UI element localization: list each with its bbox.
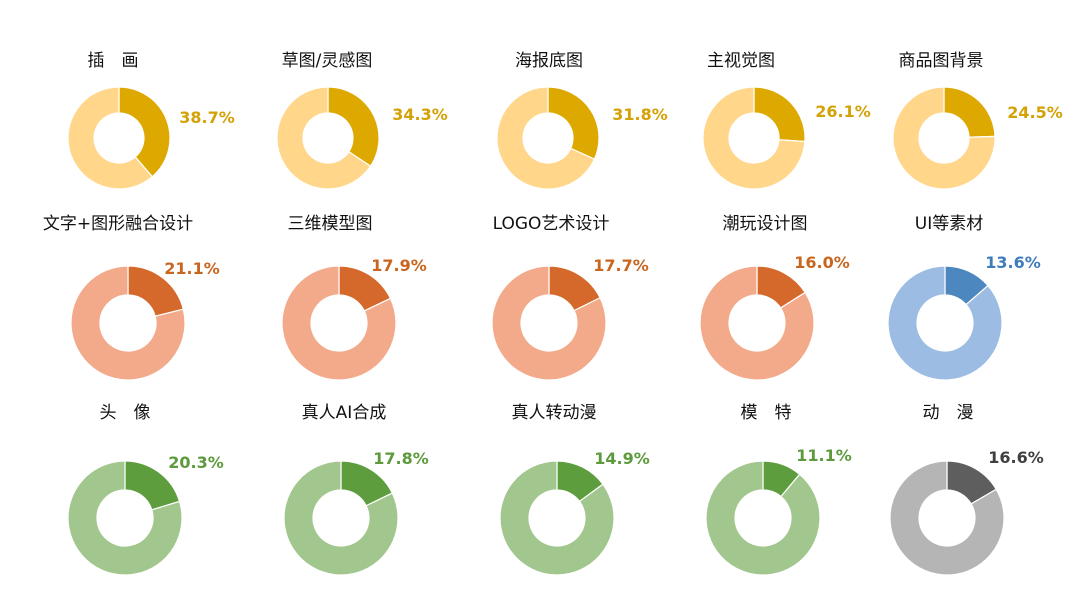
chart-title: 真人AI合成 bbox=[302, 403, 387, 423]
data-label: 20.3% bbox=[168, 453, 224, 472]
donut-slice-rest bbox=[887, 265, 1003, 381]
donut-chart: 模 特 11.1% bbox=[705, 403, 852, 576]
donut-slice-rest bbox=[889, 460, 1005, 576]
donut-chart: 商品图背景 24.5% bbox=[892, 51, 1063, 190]
donut-chart: LOGO艺术设计 17.7% bbox=[491, 214, 649, 381]
chart-title: 草图/灵感图 bbox=[282, 51, 373, 71]
donut-chart: 插 画 38.7% bbox=[67, 51, 235, 190]
data-label: 11.1% bbox=[796, 446, 852, 465]
donut-slice-rest bbox=[705, 460, 821, 576]
data-label: 17.9% bbox=[371, 256, 427, 275]
donut-slice-rest bbox=[70, 265, 186, 381]
chart-title: 三维模型图 bbox=[288, 214, 373, 234]
donut-chart: 文字+图形融合设计 21.1% bbox=[43, 214, 220, 381]
data-label: 31.8% bbox=[612, 105, 668, 124]
data-label: 24.5% bbox=[1007, 103, 1063, 122]
donut-slice-rest bbox=[67, 460, 183, 576]
donut-slice-rest bbox=[892, 86, 996, 190]
chart-title: 文字+图形融合设计 bbox=[43, 214, 193, 234]
donut-chart: 真人转动漫 14.9% bbox=[499, 403, 650, 576]
data-label: 13.6% bbox=[985, 253, 1041, 272]
chart-title: UI等素材 bbox=[915, 214, 983, 234]
donut-slice-highlight bbox=[327, 86, 380, 167]
data-label: 17.7% bbox=[593, 256, 649, 275]
donut-slice-highlight bbox=[118, 86, 171, 178]
data-label: 16.0% bbox=[794, 253, 850, 272]
chart-title: 头 像 bbox=[100, 403, 151, 423]
chart-title: 真人转动漫 bbox=[512, 403, 597, 423]
data-label: 17.8% bbox=[373, 449, 429, 468]
data-label: 38.7% bbox=[179, 108, 235, 127]
chart-title: 插 画 bbox=[88, 51, 139, 71]
donut-chart: 草图/灵感图 34.3% bbox=[276, 51, 448, 190]
donut-chart: 三维模型图 17.9% bbox=[281, 214, 427, 381]
donut-slice-rest bbox=[499, 460, 615, 576]
chart-title: 潮玩设计图 bbox=[723, 214, 808, 234]
donut-chart: 动 漫 16.6% bbox=[889, 403, 1044, 576]
donut-slice-rest bbox=[699, 265, 815, 381]
chart-title: 动 漫 bbox=[923, 403, 974, 423]
donut-slice-rest bbox=[702, 86, 806, 190]
donut-slice-rest bbox=[281, 265, 397, 381]
donut-chart: 头 像 20.3% bbox=[67, 403, 224, 576]
donut-chart: 海报底图 31.8% bbox=[496, 51, 668, 190]
data-label: 14.9% bbox=[594, 449, 650, 468]
data-label: 16.6% bbox=[988, 448, 1044, 467]
donut-chart: 真人AI合成 17.8% bbox=[283, 403, 429, 576]
donut-slice-rest bbox=[67, 86, 154, 190]
data-label: 34.3% bbox=[392, 105, 448, 124]
data-label: 26.1% bbox=[815, 102, 871, 121]
donut-chart: 潮玩设计图 16.0% bbox=[699, 214, 850, 381]
chart-title: 模 特 bbox=[741, 403, 792, 423]
donut-slice-highlight bbox=[943, 86, 996, 138]
donut-chart: 主视觉图 26.1% bbox=[702, 51, 871, 190]
donut-slice-rest bbox=[496, 86, 596, 190]
donut-slice-highlight bbox=[547, 86, 600, 160]
chart-title: 海报底图 bbox=[515, 51, 583, 71]
chart-title: LOGO艺术设计 bbox=[493, 214, 610, 234]
donut-slice-rest bbox=[491, 265, 607, 381]
donut-slice-highlight bbox=[753, 86, 806, 143]
donut-slice-rest bbox=[276, 86, 372, 190]
data-label: 21.1% bbox=[164, 259, 220, 278]
chart-title: 主视觉图 bbox=[707, 51, 775, 71]
chart-title: 商品图背景 bbox=[899, 51, 984, 71]
donut-slice-rest bbox=[283, 460, 399, 576]
